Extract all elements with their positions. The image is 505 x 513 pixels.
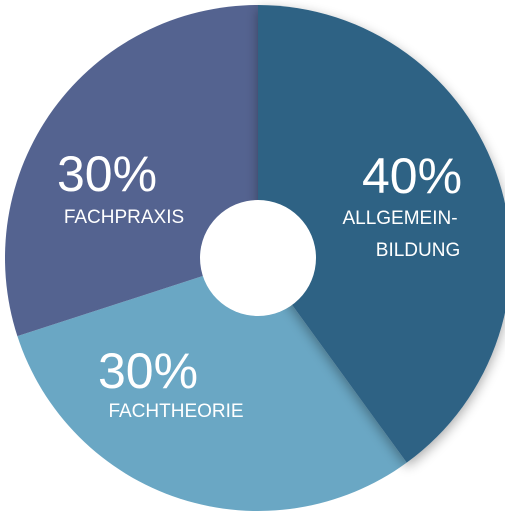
donut-hole — [200, 200, 316, 316]
slice-category-label: ALLGEMEIN- — [342, 208, 457, 229]
slice-percent-label: 40% — [362, 148, 462, 204]
slice-category-label: FACHTHEORIE — [108, 401, 243, 422]
slice-fachtheorie — [17, 258, 407, 512]
slice-percent-label: 30% — [98, 343, 198, 399]
slice-category-label: FACHPRAXIS — [64, 207, 184, 228]
slice-percent-label: 30% — [57, 146, 157, 202]
slice-allgemeinbildung — [258, 5, 505, 463]
slice-category-label: BILDUNG — [376, 240, 460, 261]
slice-fachpraxis — [4, 5, 258, 337]
